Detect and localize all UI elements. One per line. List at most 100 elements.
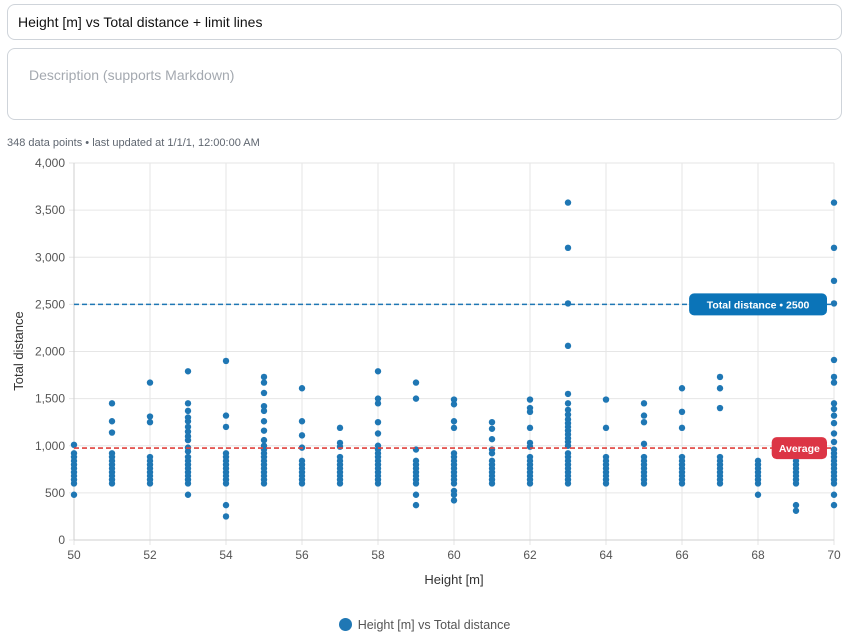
data-point: [830, 430, 838, 437]
data-point: [222, 412, 230, 419]
data-point: [184, 491, 192, 498]
data-point: [298, 432, 306, 439]
data-point: [488, 435, 496, 443]
data-point: [298, 418, 306, 425]
data-point: [184, 368, 192, 375]
data-status-text: 348 data points • last updated at 1/1/1,…: [7, 137, 260, 149]
data-point: [716, 453, 724, 461]
data-points: [70, 199, 838, 520]
data-point: [564, 416, 572, 423]
data-point: [678, 424, 686, 432]
data-point: [184, 428, 192, 435]
data-point: [108, 418, 116, 425]
data-point: [260, 389, 268, 397]
data-point: [716, 385, 724, 392]
data-point: [830, 199, 838, 206]
data-point: [640, 440, 648, 448]
data-point: [678, 408, 686, 416]
x-tick-label: 58: [371, 548, 385, 562]
data-point: [450, 487, 458, 495]
data-point: [450, 497, 458, 504]
data-point: [830, 244, 838, 252]
data-point: [830, 412, 838, 419]
y-tick-label: 4,000: [35, 156, 65, 170]
data-point: [564, 390, 572, 398]
data-point: [564, 400, 572, 407]
limit-badge: [771, 437, 827, 460]
data-point: [260, 379, 268, 386]
chart-axes: 50 52 54 56 58 60 62 64 66 68 70 0 500 1,000 1,500 2,00…: [35, 156, 841, 562]
data-point: [488, 425, 496, 432]
data-point: [830, 438, 838, 446]
x-tick-label: 56: [295, 548, 309, 562]
limit-badge: [689, 293, 827, 316]
data-point: [526, 453, 534, 461]
data-point: [678, 453, 686, 461]
data-point: [412, 395, 420, 402]
data-point: [830, 491, 838, 498]
data-point: [108, 450, 116, 457]
x-tick-label: 70: [827, 548, 841, 562]
data-point: [602, 453, 610, 461]
data-point: [222, 450, 230, 457]
limit-badge-label: Average: [779, 443, 820, 455]
data-point: [374, 430, 382, 437]
data-point: [640, 400, 648, 407]
data-point: [602, 424, 610, 432]
data-point: [830, 277, 838, 285]
data-point: [298, 457, 306, 465]
data-point: [564, 300, 572, 307]
data-point: [830, 379, 838, 386]
data-point: [526, 396, 534, 403]
y-tick-label: 2,500: [35, 297, 65, 311]
data-point: [336, 453, 344, 461]
data-point: [184, 453, 192, 461]
data-point: [526, 404, 534, 412]
data-point: [830, 373, 838, 381]
data-point: [412, 379, 420, 386]
x-tick-label: 52: [143, 548, 157, 562]
data-point: [146, 453, 154, 461]
x-tick-label: 60: [447, 548, 461, 562]
data-point: [146, 379, 154, 386]
chart-legend[interactable]: Height [m] vs Total distance: [0, 618, 849, 632]
x-tick-label: 54: [219, 548, 233, 562]
data-point: [754, 491, 762, 498]
data-point: [108, 429, 116, 436]
y-tick-label: 3,000: [35, 250, 65, 264]
data-point: [222, 357, 230, 365]
data-point: [184, 433, 192, 440]
data-point: [830, 405, 838, 413]
data-point: [830, 419, 838, 427]
data-point: [70, 450, 78, 457]
scatter-chart: 50 52 54 56 58 60 62 64 66 68 70 0 500 1,000 1,500 2,00…: [11, 156, 841, 587]
data-point: [260, 418, 268, 425]
data-point: [146, 418, 154, 426]
y-tick-label: 0: [58, 533, 65, 547]
data-point: [488, 446, 496, 453]
data-point: [260, 436, 268, 444]
data-point: [792, 501, 800, 509]
data-point: [70, 491, 78, 498]
data-point: [792, 507, 800, 514]
data-point: [184, 414, 192, 421]
data-point: [298, 385, 306, 392]
data-point: [222, 513, 230, 520]
data-point: [412, 446, 420, 453]
data-point: [450, 396, 458, 403]
data-point: [184, 400, 192, 407]
data-point: [830, 356, 838, 364]
y-tick-label: 1,500: [35, 392, 65, 406]
y-tick-label: 2,000: [35, 345, 65, 359]
data-point: [374, 400, 382, 407]
data-point: [754, 457, 762, 465]
data-point: [640, 453, 648, 461]
data-point: [108, 400, 116, 407]
data-point: [222, 501, 230, 509]
chart-title-input[interactable]: [7, 4, 842, 40]
data-point: [488, 457, 496, 465]
description-input[interactable]: [7, 48, 842, 120]
data-point: [412, 501, 420, 509]
y-tick-label: 3,500: [35, 203, 65, 217]
data-point: [488, 418, 496, 426]
